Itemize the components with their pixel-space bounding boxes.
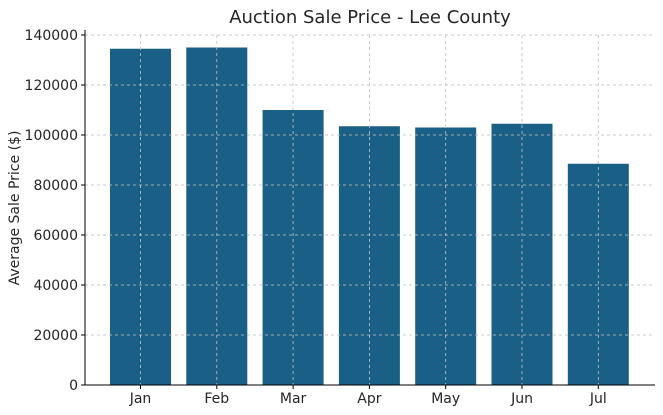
y-tick-label: 140000 xyxy=(25,28,78,44)
axes-layer xyxy=(84,30,655,386)
x-tick-label: Feb xyxy=(204,391,229,407)
grid-overlay xyxy=(85,34,655,385)
y-tick-label: 20000 xyxy=(33,328,78,344)
x-tick-label: Jan xyxy=(129,391,152,407)
bar-apr xyxy=(338,126,400,385)
bar-may xyxy=(415,127,477,385)
y-tick-label: 60000 xyxy=(33,228,78,244)
x-tick-label: Apr xyxy=(357,391,381,407)
bar-jul xyxy=(567,163,629,385)
y-tick-label: 80000 xyxy=(33,178,78,194)
x-tick-label: May xyxy=(431,391,460,407)
chart-title: Auction Sale Price - Lee County xyxy=(229,7,511,28)
x-tick-label: Jul xyxy=(589,391,607,407)
y-axis-label: Average Sale Price ($) xyxy=(7,131,23,286)
y-tick-label: 0 xyxy=(69,378,78,394)
ticks-layer: 0 20000 40000 60000 80000 100000 120000 140000 J… xyxy=(25,28,607,407)
x-tick-label: Jun xyxy=(510,391,533,407)
y-tick-label: 100000 xyxy=(25,128,78,144)
x-tick-label: Mar xyxy=(280,391,307,407)
y-tick-label: 120000 xyxy=(25,78,78,94)
y-tick-label: 40000 xyxy=(33,278,78,294)
